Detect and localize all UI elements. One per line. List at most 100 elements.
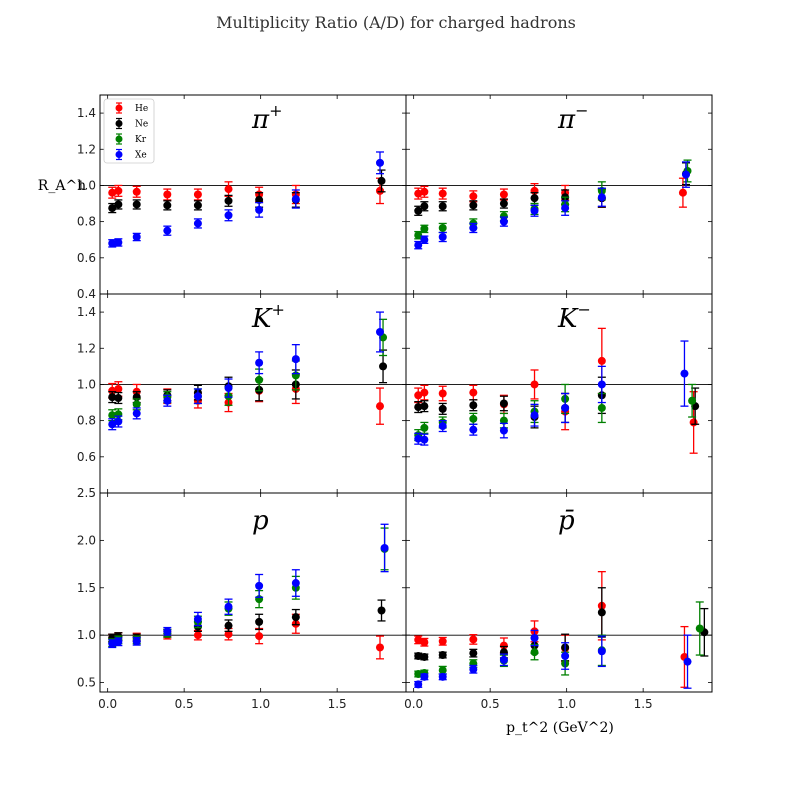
data-point — [414, 231, 423, 240]
data-point — [499, 190, 508, 199]
data-point — [420, 672, 429, 681]
data-point — [414, 189, 423, 198]
x-tick-label: 0.0 — [404, 697, 423, 711]
x-tick-label: 0.5 — [481, 697, 500, 711]
y-tick-label: 0.8 — [77, 414, 96, 428]
series-xe — [108, 311, 384, 431]
data-point — [469, 649, 478, 658]
data-point — [291, 613, 300, 622]
data-point — [163, 201, 172, 210]
data-point — [438, 422, 447, 431]
data-point — [469, 665, 478, 674]
x-tick-label: 1.0 — [557, 697, 576, 711]
data-point — [530, 633, 539, 642]
data-point — [597, 403, 606, 412]
series-xe — [108, 151, 384, 248]
data-point — [420, 224, 429, 233]
y-tick-label: 2.0 — [77, 533, 96, 547]
data-point — [597, 608, 606, 617]
data-point — [255, 581, 264, 590]
panel-5: 0.0 0.5 1.0 1.5 p̄ — [404, 492, 713, 711]
data-point — [163, 190, 172, 199]
panel-frame — [405, 492, 713, 693]
data-point — [414, 651, 423, 660]
series-xe — [108, 523, 389, 649]
data-point — [414, 680, 423, 689]
data-point — [499, 655, 508, 664]
data-point — [420, 435, 429, 444]
legend-label: He — [135, 104, 148, 114]
data-point — [224, 621, 233, 630]
data-point — [597, 193, 606, 202]
panel-label-sup: − — [577, 300, 590, 319]
figure-title: Multiplicity Ratio (A/D) for charged had… — [216, 13, 576, 32]
data-point — [114, 384, 123, 393]
data-point — [420, 652, 429, 661]
data-point — [224, 630, 233, 639]
data-point — [414, 241, 423, 250]
data-point — [375, 186, 384, 195]
data-point — [255, 358, 264, 367]
data-point — [193, 219, 202, 228]
data-point — [499, 416, 508, 425]
data-point — [681, 170, 690, 179]
data-point — [438, 189, 447, 198]
data-point — [597, 647, 606, 656]
legend-label: Kr — [135, 135, 147, 145]
data-point — [163, 627, 172, 636]
data-point — [375, 158, 384, 167]
panel-2: 0.60.81.01.21.4 K+ — [77, 293, 407, 494]
data-point — [469, 388, 478, 397]
legend: He Ne Kr Xe — [103, 98, 155, 164]
legend-box — [103, 98, 155, 164]
series-xe — [414, 629, 692, 689]
data-point — [438, 404, 447, 413]
y-tick-label: 1.0 — [77, 178, 96, 192]
data-point — [420, 187, 429, 196]
data-point — [108, 411, 117, 420]
data-point — [108, 393, 117, 402]
data-point — [438, 202, 447, 211]
data-point — [678, 188, 687, 197]
data-point — [193, 392, 202, 401]
data-point — [469, 201, 478, 210]
y-tick-label: 1.5 — [77, 581, 96, 595]
y-tick-label: 1.0 — [77, 628, 96, 642]
data-point — [375, 402, 384, 411]
panels: 0.40.60.81.01.21.4 π+ π−0.60.81.01.21.4 K+ K… — [77, 94, 713, 711]
data-point — [597, 356, 606, 365]
data-point — [414, 635, 423, 644]
data-point — [561, 403, 570, 412]
data-point — [114, 394, 123, 403]
data-point — [379, 362, 388, 371]
data-point — [414, 669, 423, 678]
data-point — [291, 195, 300, 204]
data-point — [438, 651, 447, 660]
data-point — [114, 238, 123, 247]
data-point — [224, 185, 233, 194]
x-tick-label: 0.5 — [175, 697, 194, 711]
x-tick-label: 1.5 — [634, 697, 653, 711]
series-xe — [414, 161, 690, 250]
data-point — [377, 606, 386, 615]
panel-0: 0.40.60.81.01.21.4 π+ — [77, 94, 407, 301]
data-point — [108, 386, 117, 395]
data-point — [469, 192, 478, 201]
x-tick-label: 0.0 — [98, 697, 117, 711]
legend-label: Xe — [135, 151, 147, 161]
data-point — [255, 617, 264, 626]
data-point — [438, 233, 447, 242]
data-point — [132, 233, 141, 242]
series-ne — [108, 169, 386, 214]
data-point — [132, 409, 141, 418]
panel-label-sup: + — [271, 300, 284, 319]
panel-label: p — [252, 506, 269, 536]
data-point — [114, 417, 123, 426]
data-point — [114, 200, 123, 209]
data-point — [420, 202, 429, 211]
data-point — [108, 204, 117, 213]
y-tick-label: 0.6 — [77, 450, 96, 464]
panel-1: π− — [405, 94, 713, 295]
legend-marker — [115, 104, 123, 112]
